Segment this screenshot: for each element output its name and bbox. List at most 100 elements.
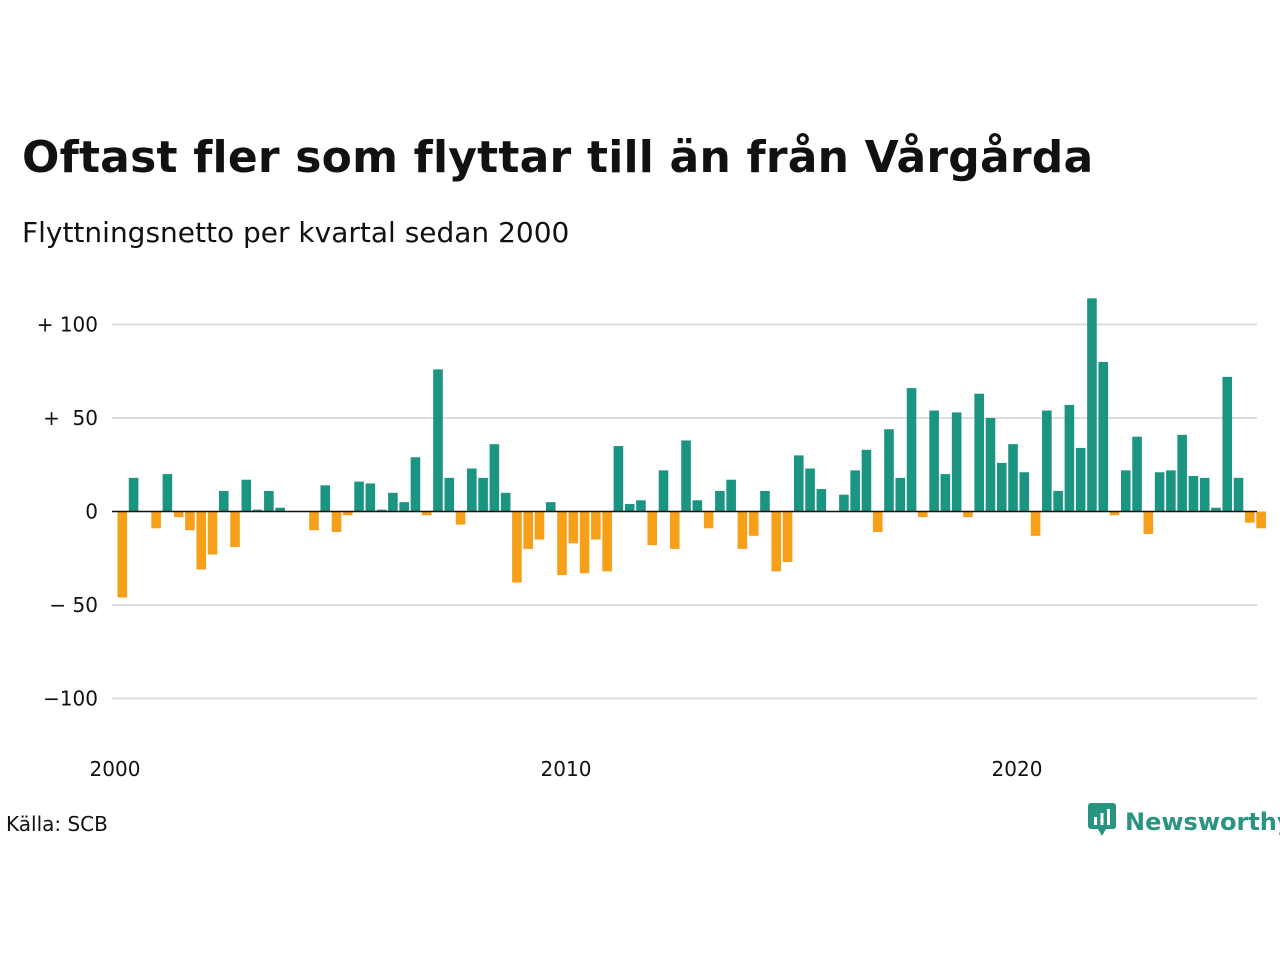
bar-negative (782, 511, 793, 562)
x-tick-label: 2010 (541, 757, 592, 781)
bar-positive (1098, 361, 1109, 512)
bar-positive (1188, 475, 1199, 512)
bar-positive (444, 477, 455, 512)
bar-negative (331, 511, 342, 533)
bar-positive (1177, 434, 1187, 512)
bar-positive (681, 440, 691, 512)
bar-positive (388, 492, 398, 512)
bar-positive (433, 369, 443, 512)
bar-positive (218, 490, 229, 512)
bar-negative (1256, 511, 1266, 529)
bar-positive (410, 457, 421, 512)
bar-negative (872, 511, 883, 533)
bar-positive (951, 412, 962, 512)
bar-positive (252, 509, 263, 512)
bar-positive (974, 393, 984, 512)
bar-positive (895, 477, 906, 512)
bar-positive (1087, 298, 1097, 512)
bar-positive (1222, 376, 1233, 512)
bar-negative (512, 511, 522, 583)
bar-positive (1154, 472, 1165, 512)
y-tick-label: + 50 (43, 406, 98, 430)
bar-positive (467, 468, 477, 512)
bar-negative (185, 511, 195, 531)
bar-negative (669, 511, 680, 549)
bar-negative (523, 511, 533, 549)
newsworthy-brand[interactable]: Newsworthy (1087, 803, 1280, 840)
y-tick-label: −100 (43, 687, 98, 711)
bar-positive (929, 410, 939, 512)
bar-negative (207, 511, 218, 555)
source-note: Källa: SCB (6, 812, 108, 836)
bar-positive (365, 483, 376, 512)
bar-negative (421, 511, 432, 516)
y-axis-labels: + 100 + 50 0 − 50 −100 (37, 313, 98, 711)
bar-positive (1053, 490, 1063, 512)
bar-positive (1166, 470, 1176, 512)
bar-negative (343, 511, 353, 516)
bar-negative (602, 511, 612, 572)
bar-positive (850, 470, 860, 512)
bar-negative (230, 511, 240, 548)
y-tick-label: + 100 (37, 313, 98, 337)
bar-positive (1120, 470, 1131, 512)
bar-positive (1211, 507, 1221, 512)
chart-subtitle: Flyttningsnetto per kvartal sedan 2000 (22, 216, 570, 249)
bar-positive (162, 474, 173, 512)
bar-positive (636, 500, 646, 512)
bar-negative (703, 511, 714, 529)
bar-positive (1008, 444, 1018, 512)
bar-positive (861, 449, 872, 512)
bar-positive (884, 429, 894, 512)
bar-negative (151, 511, 161, 529)
bar-negative (196, 511, 207, 570)
bar-positive (906, 388, 917, 512)
bar-positive (500, 492, 511, 512)
bar-positive (1233, 477, 1244, 512)
bar-positive (1019, 472, 1030, 512)
bar-positive (985, 418, 996, 512)
brand-name: Newsworthy (1125, 808, 1280, 836)
bar-positive (264, 490, 274, 512)
bar-chart: + 100 + 50 0 − 50 −100 2000 2010 2020 (37, 298, 1266, 781)
bar-positive (794, 455, 804, 512)
bar-positive (658, 470, 669, 512)
bar-layer (117, 298, 1266, 598)
bar-negative (173, 511, 184, 518)
bar-positive (940, 474, 951, 512)
bar-positive (478, 477, 488, 512)
bar-negative (579, 511, 590, 574)
bar-negative (918, 511, 928, 518)
bar-positive (1064, 404, 1075, 512)
bar-negative (1143, 511, 1154, 534)
bar-positive (1042, 410, 1052, 512)
y-tick-label: 0 (85, 500, 98, 524)
bar-positive (760, 490, 770, 512)
bar-positive (715, 490, 725, 512)
bar-positive (726, 479, 736, 512)
x-tick-label: 2000 (90, 757, 141, 781)
bar-negative (1245, 511, 1255, 523)
bar-negative (568, 511, 579, 544)
bar-negative (1109, 511, 1120, 516)
bar-positive (320, 485, 331, 512)
bar-positive (241, 479, 252, 512)
bar-negative (963, 511, 973, 518)
bar-positive (613, 446, 624, 512)
bar-positive (692, 500, 703, 512)
bar-positive (839, 494, 849, 512)
bar-positive (354, 481, 364, 512)
bar-positive (489, 444, 500, 512)
x-tick-label: 2020 (992, 757, 1043, 781)
bar-positive (399, 502, 409, 512)
bar-negative (534, 511, 545, 540)
bar-negative (557, 511, 567, 576)
chart-title: Oftast fler som flyttar till än från Vår… (22, 132, 1094, 183)
bar-positive (545, 502, 556, 512)
bar-negative (455, 511, 466, 525)
bar-positive (996, 462, 1007, 512)
bar-negative (737, 511, 748, 549)
bar-positive (275, 507, 285, 512)
bar-negative (748, 511, 759, 536)
bar-negative (591, 511, 601, 540)
